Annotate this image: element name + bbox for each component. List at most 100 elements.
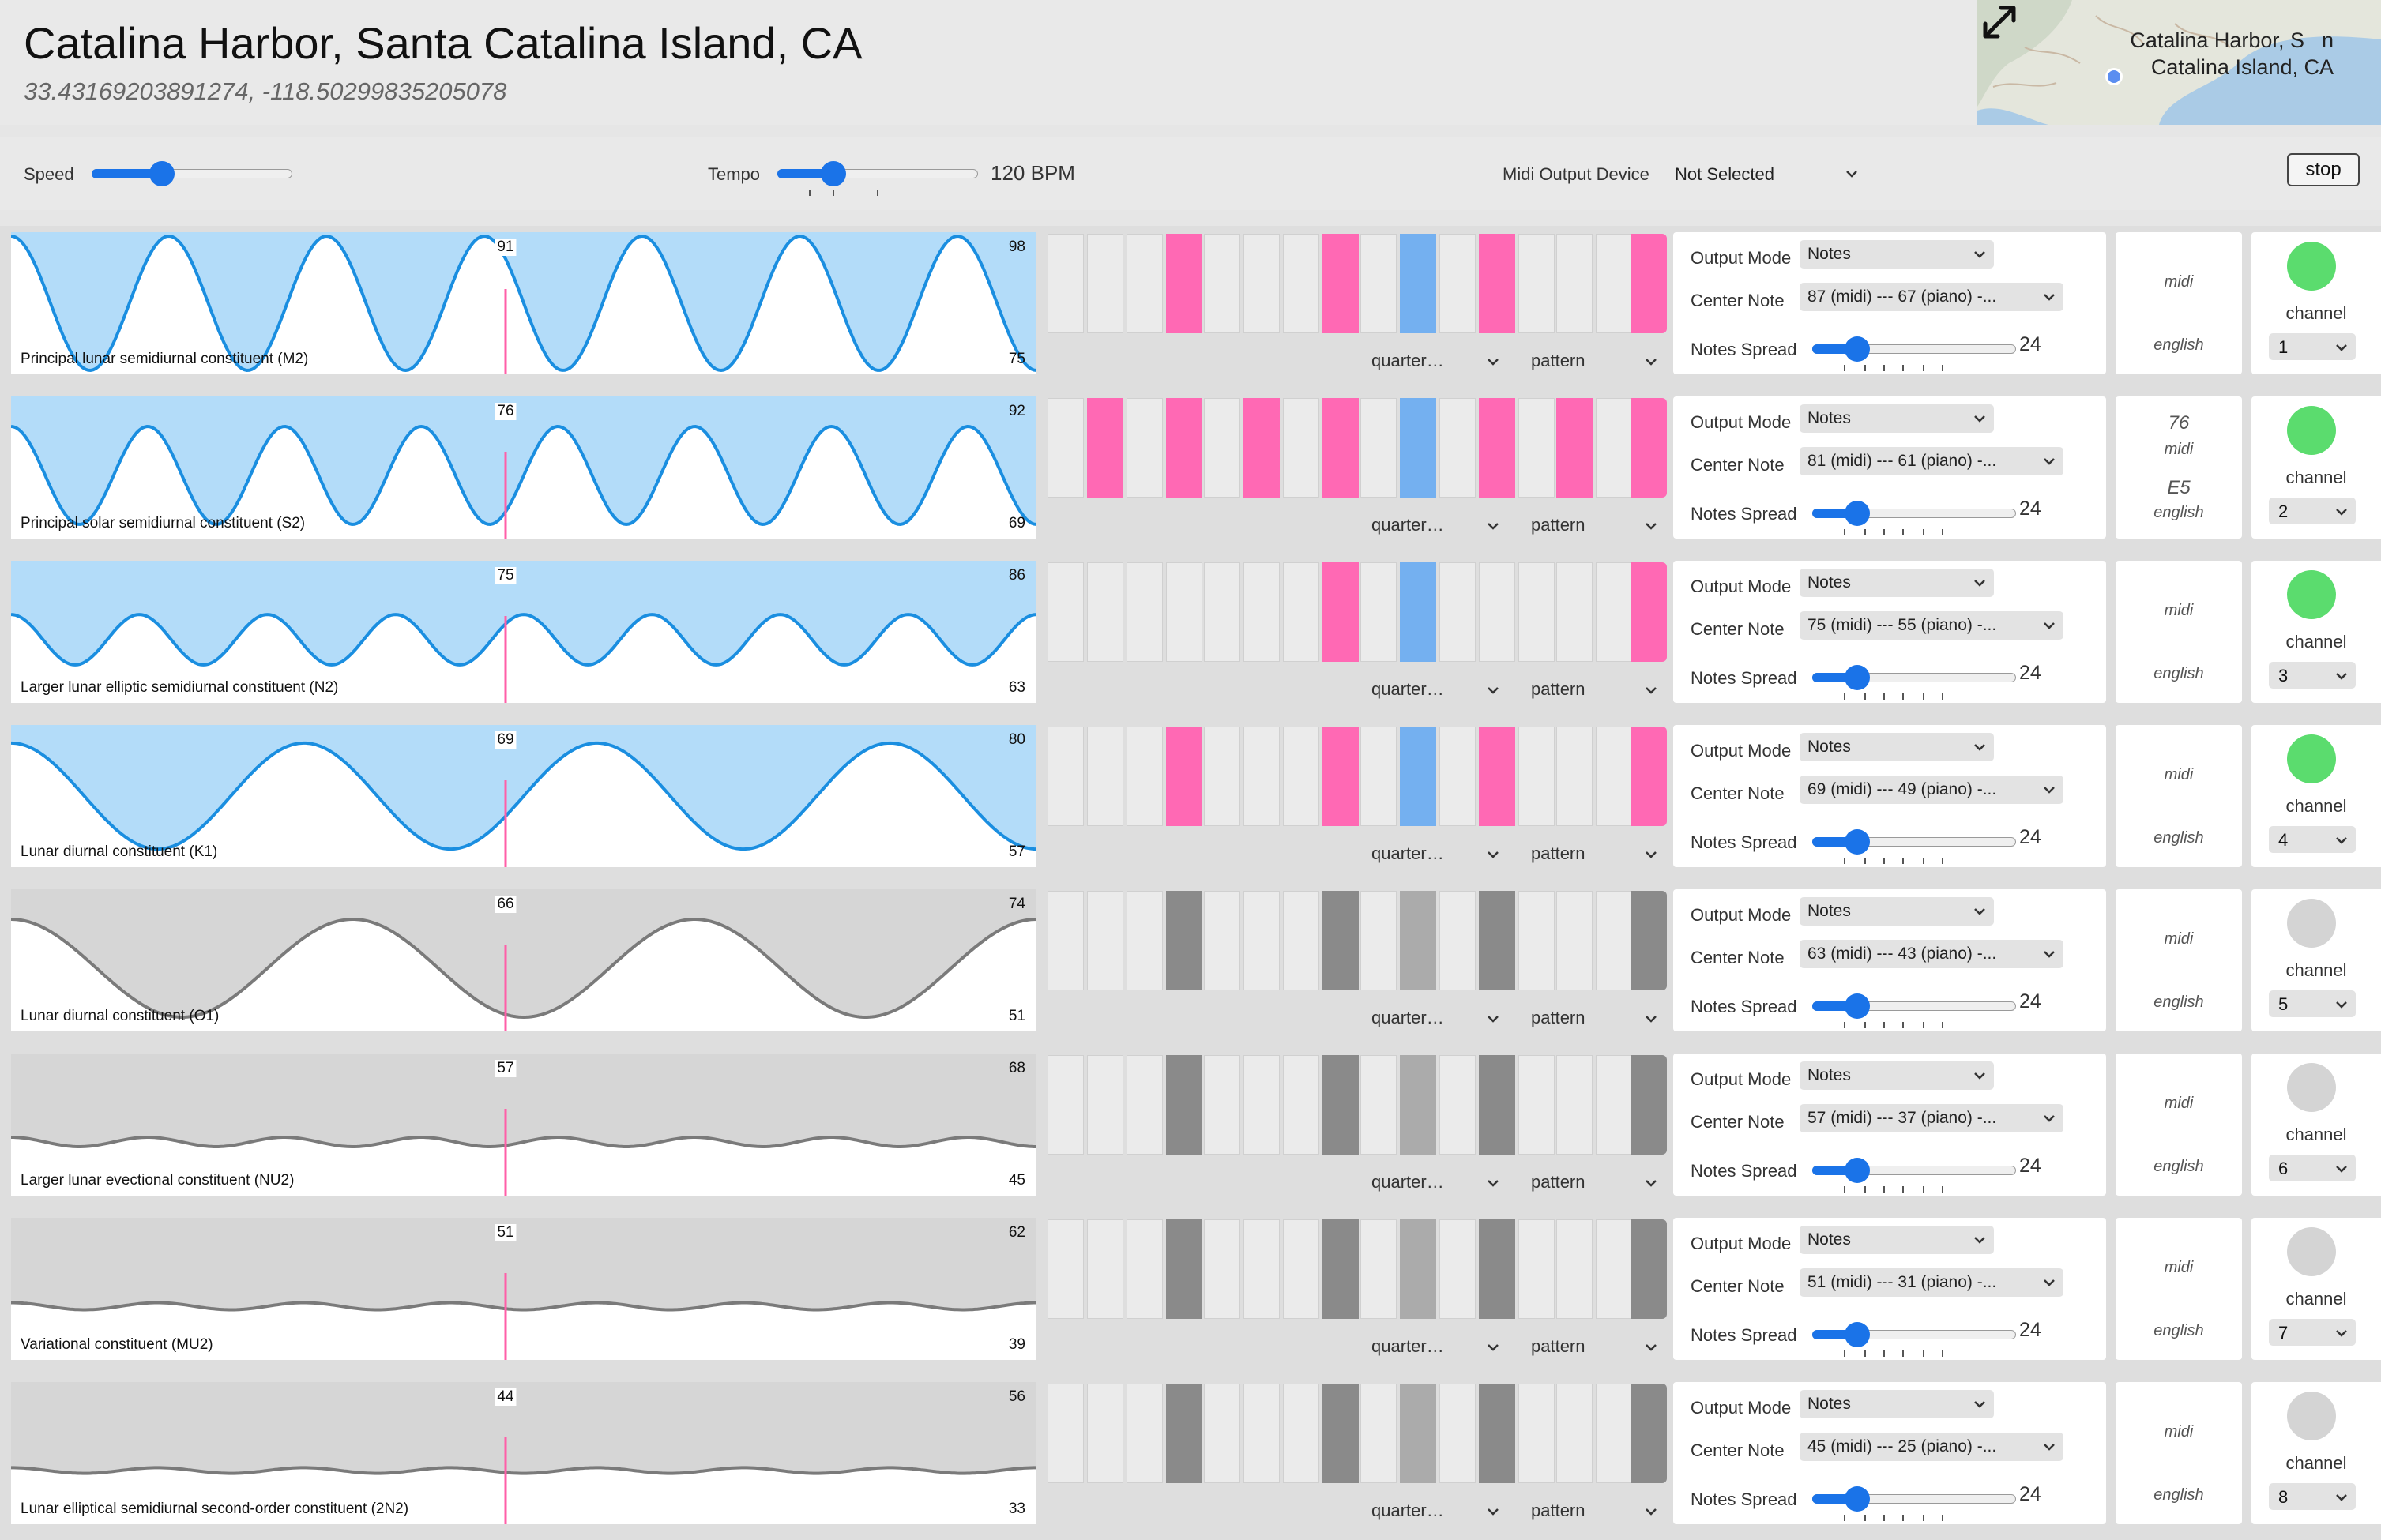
channel-select[interactable]: 5 [2269,990,2356,1017]
sequencer-step[interactable] [1048,1055,1084,1155]
waveform-chart[interactable]: 51 62 39 Variational constituent (MU2) [11,1218,1036,1360]
sequencer-step[interactable] [1243,727,1280,826]
sequencer-step[interactable] [1596,1384,1632,1483]
location-marker[interactable] [2105,68,2123,85]
sequencer-step[interactable] [1596,1055,1632,1155]
duration-select[interactable]: quarter… [1364,515,1506,539]
sequencer-step[interactable] [1596,398,1632,498]
sequencer-step[interactable] [1400,398,1436,498]
sequencer-step[interactable] [1243,398,1280,498]
sequencer-step[interactable] [1400,1055,1436,1155]
sequencer-step[interactable] [1322,1384,1359,1483]
sequencer-step[interactable] [1479,1384,1515,1483]
sequencer-step[interactable] [1048,1384,1084,1483]
sequencer-step[interactable] [1087,562,1123,662]
waveform-chart[interactable]: 66 74 51 Lunar diurnal constituent (O1) [11,889,1036,1031]
speed-slider[interactable] [92,158,292,190]
sequencer-step[interactable] [1439,562,1476,662]
sequencer-step[interactable] [1631,1384,1667,1483]
sequencer-step[interactable] [1400,1384,1436,1483]
sequencer-step[interactable] [1322,891,1359,990]
notes-spread-slider[interactable] [1812,333,2016,371]
sequencer-step[interactable] [1204,891,1240,990]
center-note-select[interactable]: 51 (midi) --- 31 (piano) -... [1800,1268,2063,1297]
sequencer-step[interactable] [1204,562,1240,662]
sequencer-step[interactable] [1204,1055,1240,1155]
sequencer-step[interactable] [1479,727,1515,826]
notes-spread-slider[interactable] [1812,498,2016,535]
sequencer-step[interactable] [1322,1055,1359,1155]
sequencer-step[interactable] [1400,891,1436,990]
notes-spread-slider[interactable] [1812,1319,2016,1357]
output-mode-select[interactable]: Notes [1800,733,1994,761]
sequencer-step[interactable] [1631,1055,1667,1155]
output-mode-select[interactable]: Notes [1800,1390,1994,1418]
sequencer-step[interactable] [1087,398,1123,498]
expand-icon[interactable] [1977,0,2022,44]
sequencer-step[interactable] [1243,234,1280,333]
output-mode-select[interactable]: Notes [1800,240,1994,269]
sequencer-step[interactable] [1360,562,1397,662]
sequencer-step[interactable] [1360,727,1397,826]
sequencer-step[interactable] [1360,1384,1397,1483]
sequencer-step[interactable] [1556,727,1593,826]
sequencer-step[interactable] [1556,891,1593,990]
sequencer-step[interactable] [1439,1384,1476,1483]
sequencer-step[interactable] [1243,891,1280,990]
sequencer-step[interactable] [1087,1055,1123,1155]
activity-indicator[interactable] [2287,242,2336,291]
pattern-select[interactable]: pattern [1522,515,1664,539]
sequencer-step[interactable] [1596,891,1632,990]
stop-button[interactable]: stop [2287,153,2360,186]
channel-select[interactable]: 2 [2269,498,2356,524]
waveform-chart[interactable]: 69 80 57 Lunar diurnal constituent (K1) [11,725,1036,867]
sequencer-step[interactable] [1556,234,1593,333]
sequencer-step[interactable] [1518,1219,1555,1319]
center-note-select[interactable]: 57 (midi) --- 37 (piano) -... [1800,1104,2063,1132]
sequencer-step[interactable] [1400,1219,1436,1319]
sequencer-step[interactable] [1631,727,1667,826]
sequencer-step[interactable] [1360,891,1397,990]
sequencer-step[interactable] [1166,1384,1202,1483]
waveform-chart[interactable]: 75 86 63 Larger lunar elliptic semidiurn… [11,561,1036,703]
sequencer-step[interactable] [1087,1219,1123,1319]
sequencer-step[interactable] [1204,1384,1240,1483]
pattern-select[interactable]: pattern [1522,351,1664,374]
sequencer-step[interactable] [1360,1219,1397,1319]
channel-select[interactable]: 4 [2269,826,2356,853]
sequencer-step[interactable] [1204,1219,1240,1319]
activity-indicator[interactable] [2287,1063,2336,1112]
sequencer-step[interactable] [1439,727,1476,826]
sequencer-step[interactable] [1556,398,1593,498]
sequencer-step[interactable] [1360,234,1397,333]
pattern-select[interactable]: pattern [1522,679,1664,703]
sequencer-step[interactable] [1166,891,1202,990]
sequencer-step[interactable] [1166,727,1202,826]
sequencer-step[interactable] [1243,1219,1280,1319]
sequencer-step[interactable] [1518,234,1555,333]
sequencer-step[interactable] [1322,398,1359,498]
sequencer-step[interactable] [1322,727,1359,826]
sequencer-step[interactable] [1631,562,1667,662]
output-mode-select[interactable]: Notes [1800,404,1994,433]
sequencer-step[interactable] [1166,1055,1202,1155]
sequencer-step[interactable] [1243,1055,1280,1155]
sequencer-step[interactable] [1127,562,1163,662]
sequencer-step[interactable] [1439,398,1476,498]
sequencer-step[interactable] [1166,398,1202,498]
sequencer-step[interactable] [1479,1055,1515,1155]
sequencer-step[interactable] [1479,1219,1515,1319]
sequencer-step[interactable] [1322,1219,1359,1319]
sequencer-step[interactable] [1283,562,1319,662]
midi-output-select[interactable]: Not Selected [1675,164,1863,185]
center-note-select[interactable]: 63 (midi) --- 43 (piano) -... [1800,940,2063,968]
sequencer-step[interactable] [1166,1219,1202,1319]
sequencer-step[interactable] [1479,891,1515,990]
activity-indicator[interactable] [2287,1392,2336,1440]
notes-spread-slider[interactable] [1812,826,2016,864]
sequencer-step[interactable] [1087,1384,1123,1483]
sequencer-step[interactable] [1556,1055,1593,1155]
notes-spread-slider[interactable] [1812,990,2016,1028]
sequencer-step[interactable] [1127,1219,1163,1319]
